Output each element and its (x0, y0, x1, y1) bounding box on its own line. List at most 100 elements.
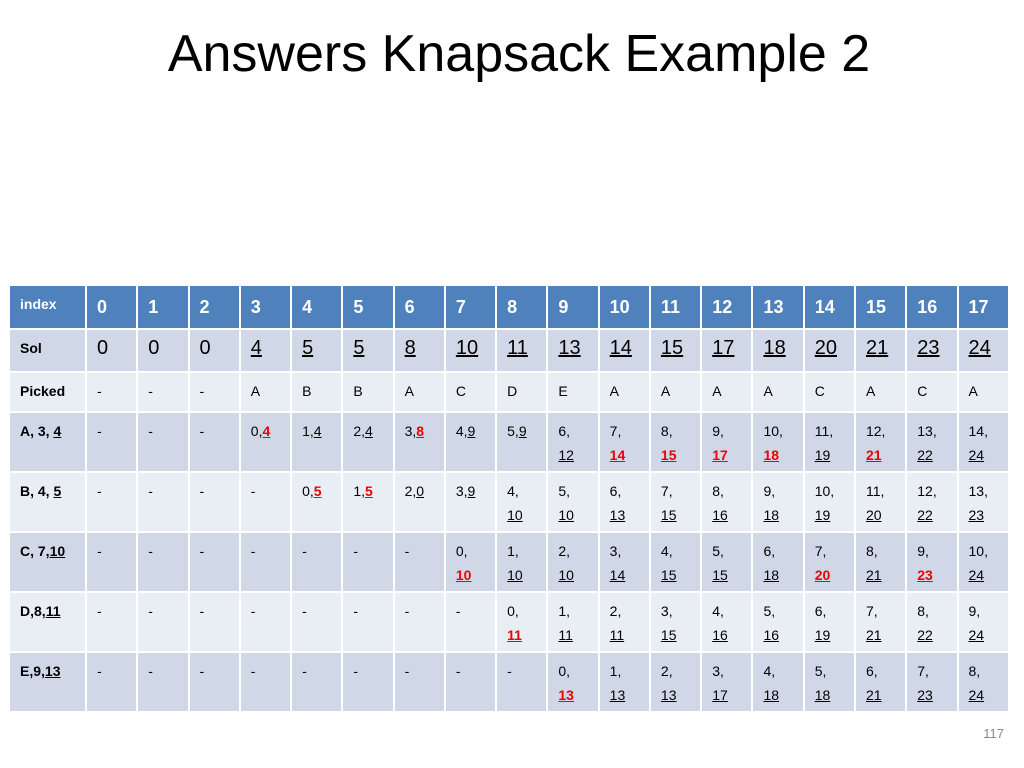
header-cell: 8 (495, 284, 549, 330)
cell-prev: 8, (865, 543, 878, 559)
cell: 7, 20 (802, 531, 856, 593)
sol-cell: 15 (648, 328, 703, 373)
cell-prev: 12, (917, 483, 937, 499)
cell-prev: 0, (302, 483, 314, 499)
cell-value: 15 (660, 567, 677, 583)
item-name: E,9, (20, 663, 45, 679)
cell-value: 24 (968, 447, 985, 463)
header-cell: 0 (84, 284, 139, 330)
header-cell: 3 (238, 284, 293, 330)
cell-prev: 9, (917, 543, 929, 559)
cell-prev: 1, (558, 603, 571, 619)
header-cell: 15 (853, 284, 908, 330)
cell-value: 23 (917, 687, 933, 703)
item-row: D,8,11- - - - - - - -0, 11 1, 11 2, 11 3, 15 4, 16 5, 16 6,… (8, 591, 1010, 653)
cell-value: 23 (917, 567, 933, 583)
cell: - (84, 471, 139, 533)
sol-cell: 10 (443, 328, 498, 373)
cell-value: 4 (365, 423, 373, 439)
cell-prev: 2, (404, 483, 417, 499)
cell-prev: 4, (660, 543, 673, 559)
cell-prev: 3, (609, 543, 622, 559)
cell-prev: 0, (250, 423, 263, 439)
cell: 10, 19 (802, 471, 856, 533)
cell-value: 18 (763, 567, 780, 583)
cell: 4, 16 (700, 591, 754, 653)
cell-value: 24 (968, 627, 985, 643)
header-row: index 0 1 2 3 4 5 6 7 8 9 10 11 12 13 14 15 16 17 (8, 284, 1010, 330)
cell: 2,4 (341, 411, 395, 473)
cell: - (84, 651, 139, 713)
cell: 7, 21 (853, 591, 908, 653)
cell: - (136, 471, 190, 533)
item-name: A, 3, (20, 423, 54, 439)
cell-prev: 2, (558, 543, 571, 559)
cell-prev: 10, (763, 423, 783, 439)
cell-value: 13 (609, 507, 626, 523)
cell-prev: 0, (558, 663, 571, 679)
cell: 6, 18 (751, 531, 805, 593)
cell: 5, 16 (751, 591, 805, 653)
cell-value: 10 (558, 567, 574, 583)
cell: 5, 15 (700, 531, 754, 593)
cell: 3, 17 (700, 651, 754, 713)
row-label: Sol (8, 328, 87, 373)
item-key: 10 (49, 543, 66, 559)
cell-prev: 8, (917, 603, 929, 619)
row-label: Picked (8, 371, 87, 413)
picked-cell: C (802, 371, 856, 413)
cell: 1,5 (341, 471, 395, 533)
cell-prev: 5, (712, 543, 724, 559)
cell: 0, 11 (495, 591, 549, 653)
cell: 1,4 (290, 411, 344, 473)
sol-cell: 13 (546, 328, 600, 373)
cell: - (136, 591, 190, 653)
cell: 11, 19 (802, 411, 856, 473)
cell-prev: 2, (660, 663, 673, 679)
picked-cell: A (392, 371, 446, 413)
cell-value: 16 (763, 627, 780, 643)
cell-prev: 3, (404, 423, 417, 439)
cell: 2, 10 (546, 531, 600, 593)
header-cell: 16 (905, 284, 959, 330)
cell: 4, 18 (751, 651, 805, 713)
cell-value: 13 (558, 687, 574, 703)
picked-cell: A (751, 371, 805, 413)
sol-cell: 5 (290, 328, 344, 373)
cell-value: 17 (712, 687, 728, 703)
cell-prev: 8, (660, 423, 673, 439)
item-name: B, 4, (20, 483, 54, 499)
cell: 2, 11 (597, 591, 651, 653)
cell: - (392, 591, 446, 653)
cell: 2,0 (392, 471, 446, 533)
cell: 12, 21 (853, 411, 908, 473)
cell-value: 13 (609, 687, 626, 703)
sol-cell: 0 (187, 328, 241, 373)
cell-value: 10 (507, 507, 523, 523)
cell-value: 21 (865, 447, 882, 463)
picked-cell: - (84, 371, 139, 413)
cell-prev: 7, (814, 543, 827, 559)
cell-value: 0 (416, 483, 425, 499)
sol-row: Sol 0 0 0 4 5 5 8 10 11 13 14 15 17 18 20 21 23 24 (8, 328, 1010, 373)
cell: 4, 15 (648, 531, 703, 593)
cell: 8, 22 (905, 591, 959, 653)
knapsack-table: index 0 1 2 3 4 5 6 7 8 9 10 11 12 13 14 15 16 17 Sol 0 0 0 4 5 5… (8, 284, 1010, 713)
item-key: 11 (45, 603, 61, 619)
header-cell: 17 (956, 284, 1010, 330)
cell-prev: 11, (814, 423, 834, 439)
cell-prev: 1, (353, 483, 366, 499)
picked-cell: D (495, 371, 549, 413)
cell-value: 15 (712, 567, 728, 583)
cell: - (341, 591, 395, 653)
slide-number: 117 (983, 726, 1004, 741)
row-label: D,8,11 (8, 591, 87, 653)
sol-cell: 17 (700, 328, 754, 373)
cell-value: 10 (455, 567, 472, 583)
cell-value: 9 (518, 423, 527, 439)
cell-prev: 5, (507, 423, 519, 439)
row-label: B, 4, 5 (8, 471, 87, 533)
cell-value: 9 (467, 423, 476, 439)
cell: 3, 15 (648, 591, 703, 653)
cell: 0, 10 (443, 531, 498, 593)
